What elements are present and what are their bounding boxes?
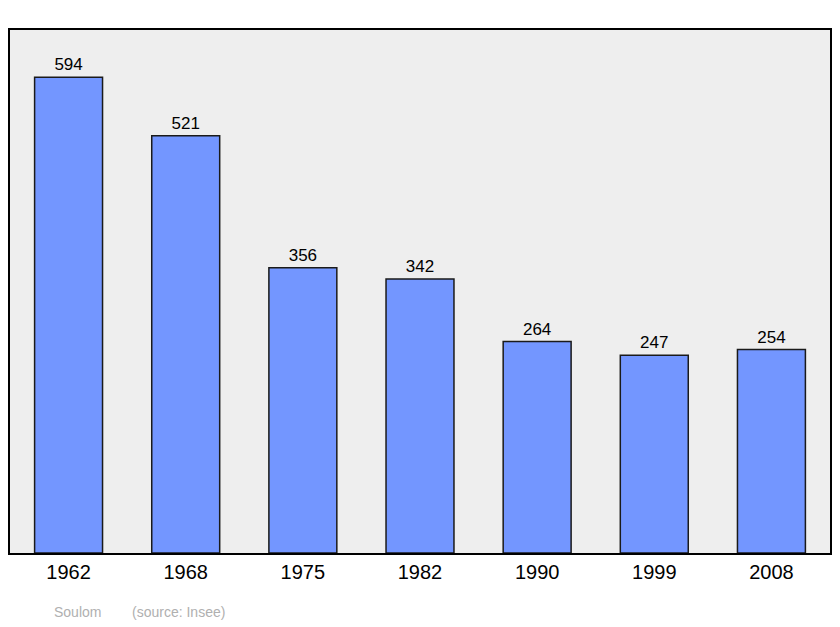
svg-text:1982: 1982 [398, 561, 443, 583]
svg-text:521: 521 [172, 114, 200, 133]
svg-text:254: 254 [757, 328, 785, 347]
svg-text:2008: 2008 [749, 561, 794, 583]
svg-text:264: 264 [523, 320, 551, 339]
svg-text:356: 356 [289, 246, 317, 265]
svg-text:1962: 1962 [46, 561, 91, 583]
svg-text:1975: 1975 [281, 561, 326, 583]
svg-text:594: 594 [54, 55, 82, 74]
svg-text:1968: 1968 [163, 561, 208, 583]
svg-text:1999: 1999 [632, 561, 677, 583]
svg-text:342: 342 [406, 257, 434, 276]
svg-text:1990: 1990 [515, 561, 560, 583]
svg-text:247: 247 [640, 333, 668, 352]
svg-text:(source: Insee): (source: Insee) [132, 604, 225, 620]
svg-text:Soulom: Soulom [54, 604, 101, 620]
